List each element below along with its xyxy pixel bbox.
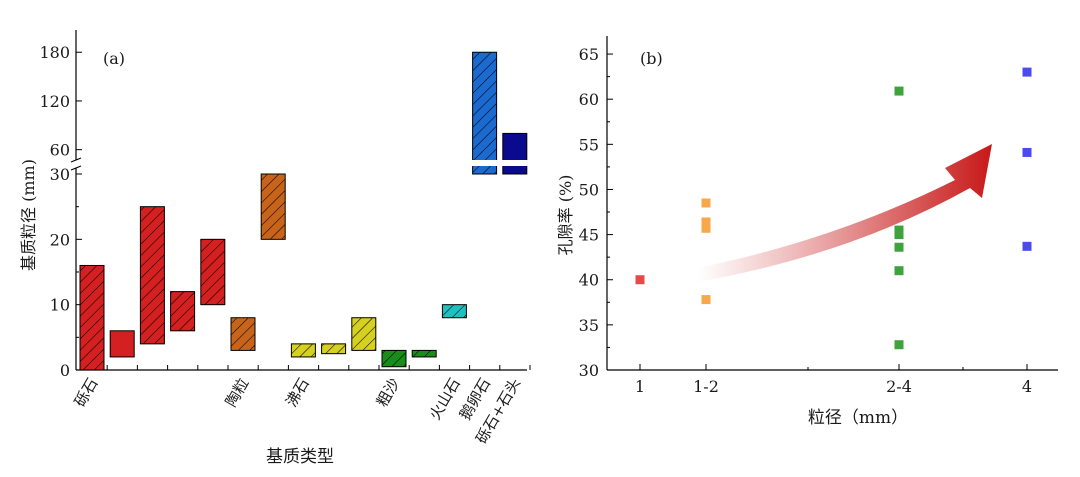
panel-b-axes: 30 35 40 45 50 55 60 65 1 1-2 2-4 4: [579, 36, 1058, 396]
panel-b-point: [701, 223, 711, 233]
panel-a-bar: [502, 132, 528, 175]
panel-b-x-tick-label: 1: [635, 377, 645, 396]
trend-arrow: [697, 144, 992, 282]
panel-a-bar-hatch: [472, 52, 497, 175]
panel-a-bar-hatch: [140, 206, 165, 344]
panel-a-bar-break: [500, 160, 529, 166]
panel-b-point: [1022, 67, 1032, 77]
panel-a-y-tick-label: 20: [50, 230, 70, 249]
panel-b-point: [1022, 147, 1032, 157]
panel-b-point: [894, 340, 904, 350]
panel-b-y-tick-label: 30: [579, 361, 599, 380]
panel-a-bar-hatch: [351, 317, 376, 351]
panel-b-point: [894, 225, 904, 235]
panel-a-axes: 0 10 20 30 60 120 180: [39, 30, 531, 380]
panel-a-category-label: 陶粒: [222, 375, 253, 410]
panel-b-y-tick-label: 50: [579, 180, 599, 199]
panel-b-point: [894, 266, 904, 276]
panel-a-axis-break: [70, 157, 82, 163]
panel-a-axis-break: [70, 165, 82, 171]
panel-a-y-tick-label: 120: [39, 92, 70, 111]
panel-a-y-axis-title: 基质粒径 (mm): [19, 159, 38, 271]
panel-b: (b) 30 35 40 45 50 55 60 65 1 1-2 2-4 4 粒径（mm） 孔隙率 …: [556, 36, 1058, 428]
panel-b-point: [894, 230, 904, 240]
panel-a-bar-hatch: [321, 343, 346, 354]
panel-b-x-tick-label: 2-4: [886, 377, 912, 396]
panel-a-bar: [109, 330, 135, 358]
panel-b-y-tick-label: 55: [579, 135, 599, 154]
panel-b-points: [635, 67, 1032, 350]
panel-a-bar-hatch: [170, 291, 195, 331]
panel-a-bar-hatch: [412, 350, 437, 357]
panel-b-y-tick-label: 65: [579, 45, 599, 64]
panel-a-bar-hatch: [200, 239, 225, 305]
panel-a-bar-hatch: [291, 343, 316, 357]
panel-b-point: [1022, 241, 1032, 251]
panel-a-y-tick-label: 0: [60, 361, 70, 380]
panel-b-point: [894, 242, 904, 252]
panel-b-y-tick-label: 45: [579, 226, 599, 245]
panel-b-y-tick-label: 35: [579, 316, 599, 335]
panel-b-y-tick-label: 60: [579, 90, 599, 109]
panel-a-label: (a): [103, 49, 125, 68]
panel-a-bars: [79, 51, 529, 371]
panel-a-y-tick-label: 180: [39, 43, 70, 62]
panel-b-point: [701, 295, 711, 305]
panel-a-x-axis-title: 基质类型: [266, 447, 334, 467]
panel-a-y-tick-label: 10: [50, 296, 70, 315]
panel-a-bar-hatch: [382, 350, 406, 367]
panel-a-category-label: 砾石: [71, 375, 102, 410]
panel-a-category-label: 沸石: [282, 375, 313, 410]
panel-a-bar-hatch: [80, 265, 104, 370]
panel-a-y-tick-label: 60: [50, 141, 70, 160]
panel-a-category-label: 粗沙: [373, 375, 404, 410]
panel-a-bar-hatch: [231, 317, 255, 351]
panel-b-x-tick-label: 4: [1022, 377, 1032, 396]
panel-b-point: [635, 275, 645, 285]
panel-a-bar-hatch: [442, 304, 467, 318]
panel-a-bar-hatch: [261, 174, 286, 240]
panel-b-y-tick-label: 40: [579, 271, 599, 290]
panel-b-x-tick-label: 1-2: [693, 377, 719, 396]
panel-a-bar-break: [470, 160, 499, 166]
panel-b-point: [701, 198, 711, 208]
panel-b-point: [701, 217, 711, 227]
panel-b-label: (b): [640, 49, 663, 68]
panel-b-x-axis-title: 粒径（mm）: [808, 408, 908, 428]
panel-b-y-axis-title: 孔隙率 (%): [556, 175, 575, 256]
panel-a-y-tick-label: 30: [50, 165, 70, 184]
panel-b-point: [894, 86, 904, 96]
